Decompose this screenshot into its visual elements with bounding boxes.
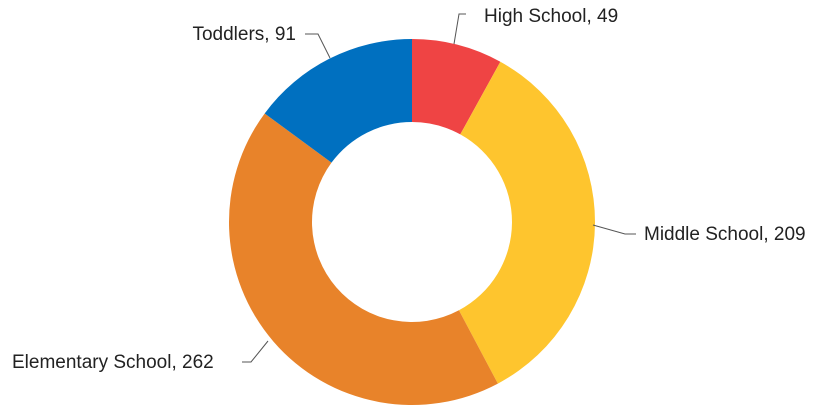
data-label-elementary-school: Elementary School, 262 (12, 352, 214, 373)
slice-high-school (412, 39, 501, 135)
data-label-high-school: High School, 49 (484, 6, 618, 27)
leader-line-elementary-school (242, 340, 269, 363)
leader-line-high-school (453, 13, 466, 45)
slice-middle-school (458, 61, 596, 384)
slice-elementary-school (229, 113, 498, 405)
labels-group: High School, 49 Middle School, 209 Eleme… (12, 6, 806, 373)
data-label-middle-school: Middle School, 209 (644, 224, 806, 245)
data-label-toddlers: Toddlers, 91 (192, 24, 296, 45)
leader-line-toddlers (305, 33, 331, 59)
leader-line-middle-school (592, 224, 636, 235)
slice-toddlers (264, 39, 412, 163)
slices-group (229, 39, 596, 405)
